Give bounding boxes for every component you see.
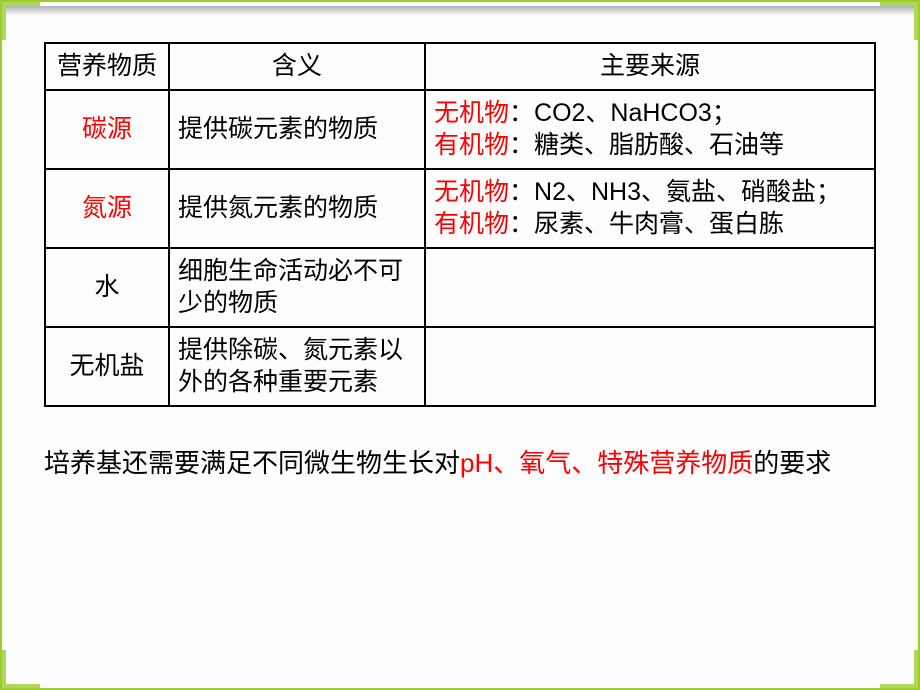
cell-meaning: 细胞生命活动必不可少的物质 <box>169 248 425 327</box>
nutrients-table: 营养物质 含义 主要来源 碳源提供碳元素的物质无机物：CO2、NaHCO3；有机… <box>44 42 876 407</box>
source-part: 无机物 <box>434 99 509 127</box>
cell-meaning: 提供氮元素的物质 <box>169 169 425 248</box>
corner-accent-br <box>880 650 918 688</box>
table-header-row: 营养物质 含义 主要来源 <box>45 43 875 90</box>
header-source: 主要来源 <box>425 43 875 90</box>
table-row: 碳源提供碳元素的物质无机物：CO2、NaHCO3；有机物：糖类、脂肪酸、石油等 <box>45 90 875 169</box>
cell-nutrient: 碳源 <box>45 90 169 169</box>
footnote-part: pH、氧气、特殊营养物质 <box>460 448 753 478</box>
footnote-part: 培养基还需要满足不同微生物生长对 <box>44 448 460 478</box>
cell-source <box>425 327 875 406</box>
source-part: 有机物 <box>434 131 509 159</box>
source-part: 有机物 <box>434 210 509 238</box>
table-row: 氮源提供氮元素的物质无机物：N2、NH3、氨盐、硝酸盐；有机物：尿素、牛肉膏、蛋… <box>45 169 875 248</box>
footnote-text: 培养基还需要满足不同微生物生长对pH、氧气、特殊营养物质的要求 <box>44 445 876 483</box>
cell-source: 无机物：CO2、NaHCO3；有机物：糖类、脂肪酸、石油等 <box>425 90 875 169</box>
header-nutrient: 营养物质 <box>45 43 169 90</box>
cell-nutrient: 氮源 <box>45 169 169 248</box>
cell-source: 无机物：N2、NH3、氨盐、硝酸盐；有机物：尿素、牛肉膏、蛋白胨 <box>425 169 875 248</box>
table-row: 无机盐提供除碳、氮元素以外的各种重要元素 <box>45 327 875 406</box>
cell-nutrient: 无机盐 <box>45 327 169 406</box>
source-part: ：糖类、脂肪酸、石油等 <box>509 131 784 159</box>
table-body: 碳源提供碳元素的物质无机物：CO2、NaHCO3；有机物：糖类、脂肪酸、石油等氮… <box>45 90 875 406</box>
cell-nutrient: 水 <box>45 248 169 327</box>
slide-content: 营养物质 含义 主要来源 碳源提供碳元素的物质无机物：CO2、NaHCO3；有机… <box>44 42 876 482</box>
table-row: 水细胞生命活动必不可少的物质 <box>45 248 875 327</box>
source-part: 无机物 <box>434 178 509 206</box>
corner-accent-tr <box>880 2 918 40</box>
corner-accent-tl <box>2 2 40 40</box>
header-meaning: 含义 <box>169 43 425 90</box>
source-part: ：CO2、NaHCO3； <box>509 99 737 127</box>
footnote-part: 的要求 <box>753 448 831 478</box>
source-part: ：尿素、牛肉膏、蛋白胨 <box>509 210 784 238</box>
source-part: ：N2、NH3、氨盐、硝酸盐； <box>509 178 841 206</box>
top-shadow <box>6 6 914 16</box>
cell-source <box>425 248 875 327</box>
corner-accent-bl <box>2 650 40 688</box>
cell-meaning: 提供除碳、氮元素以外的各种重要元素 <box>169 327 425 406</box>
cell-meaning: 提供碳元素的物质 <box>169 90 425 169</box>
